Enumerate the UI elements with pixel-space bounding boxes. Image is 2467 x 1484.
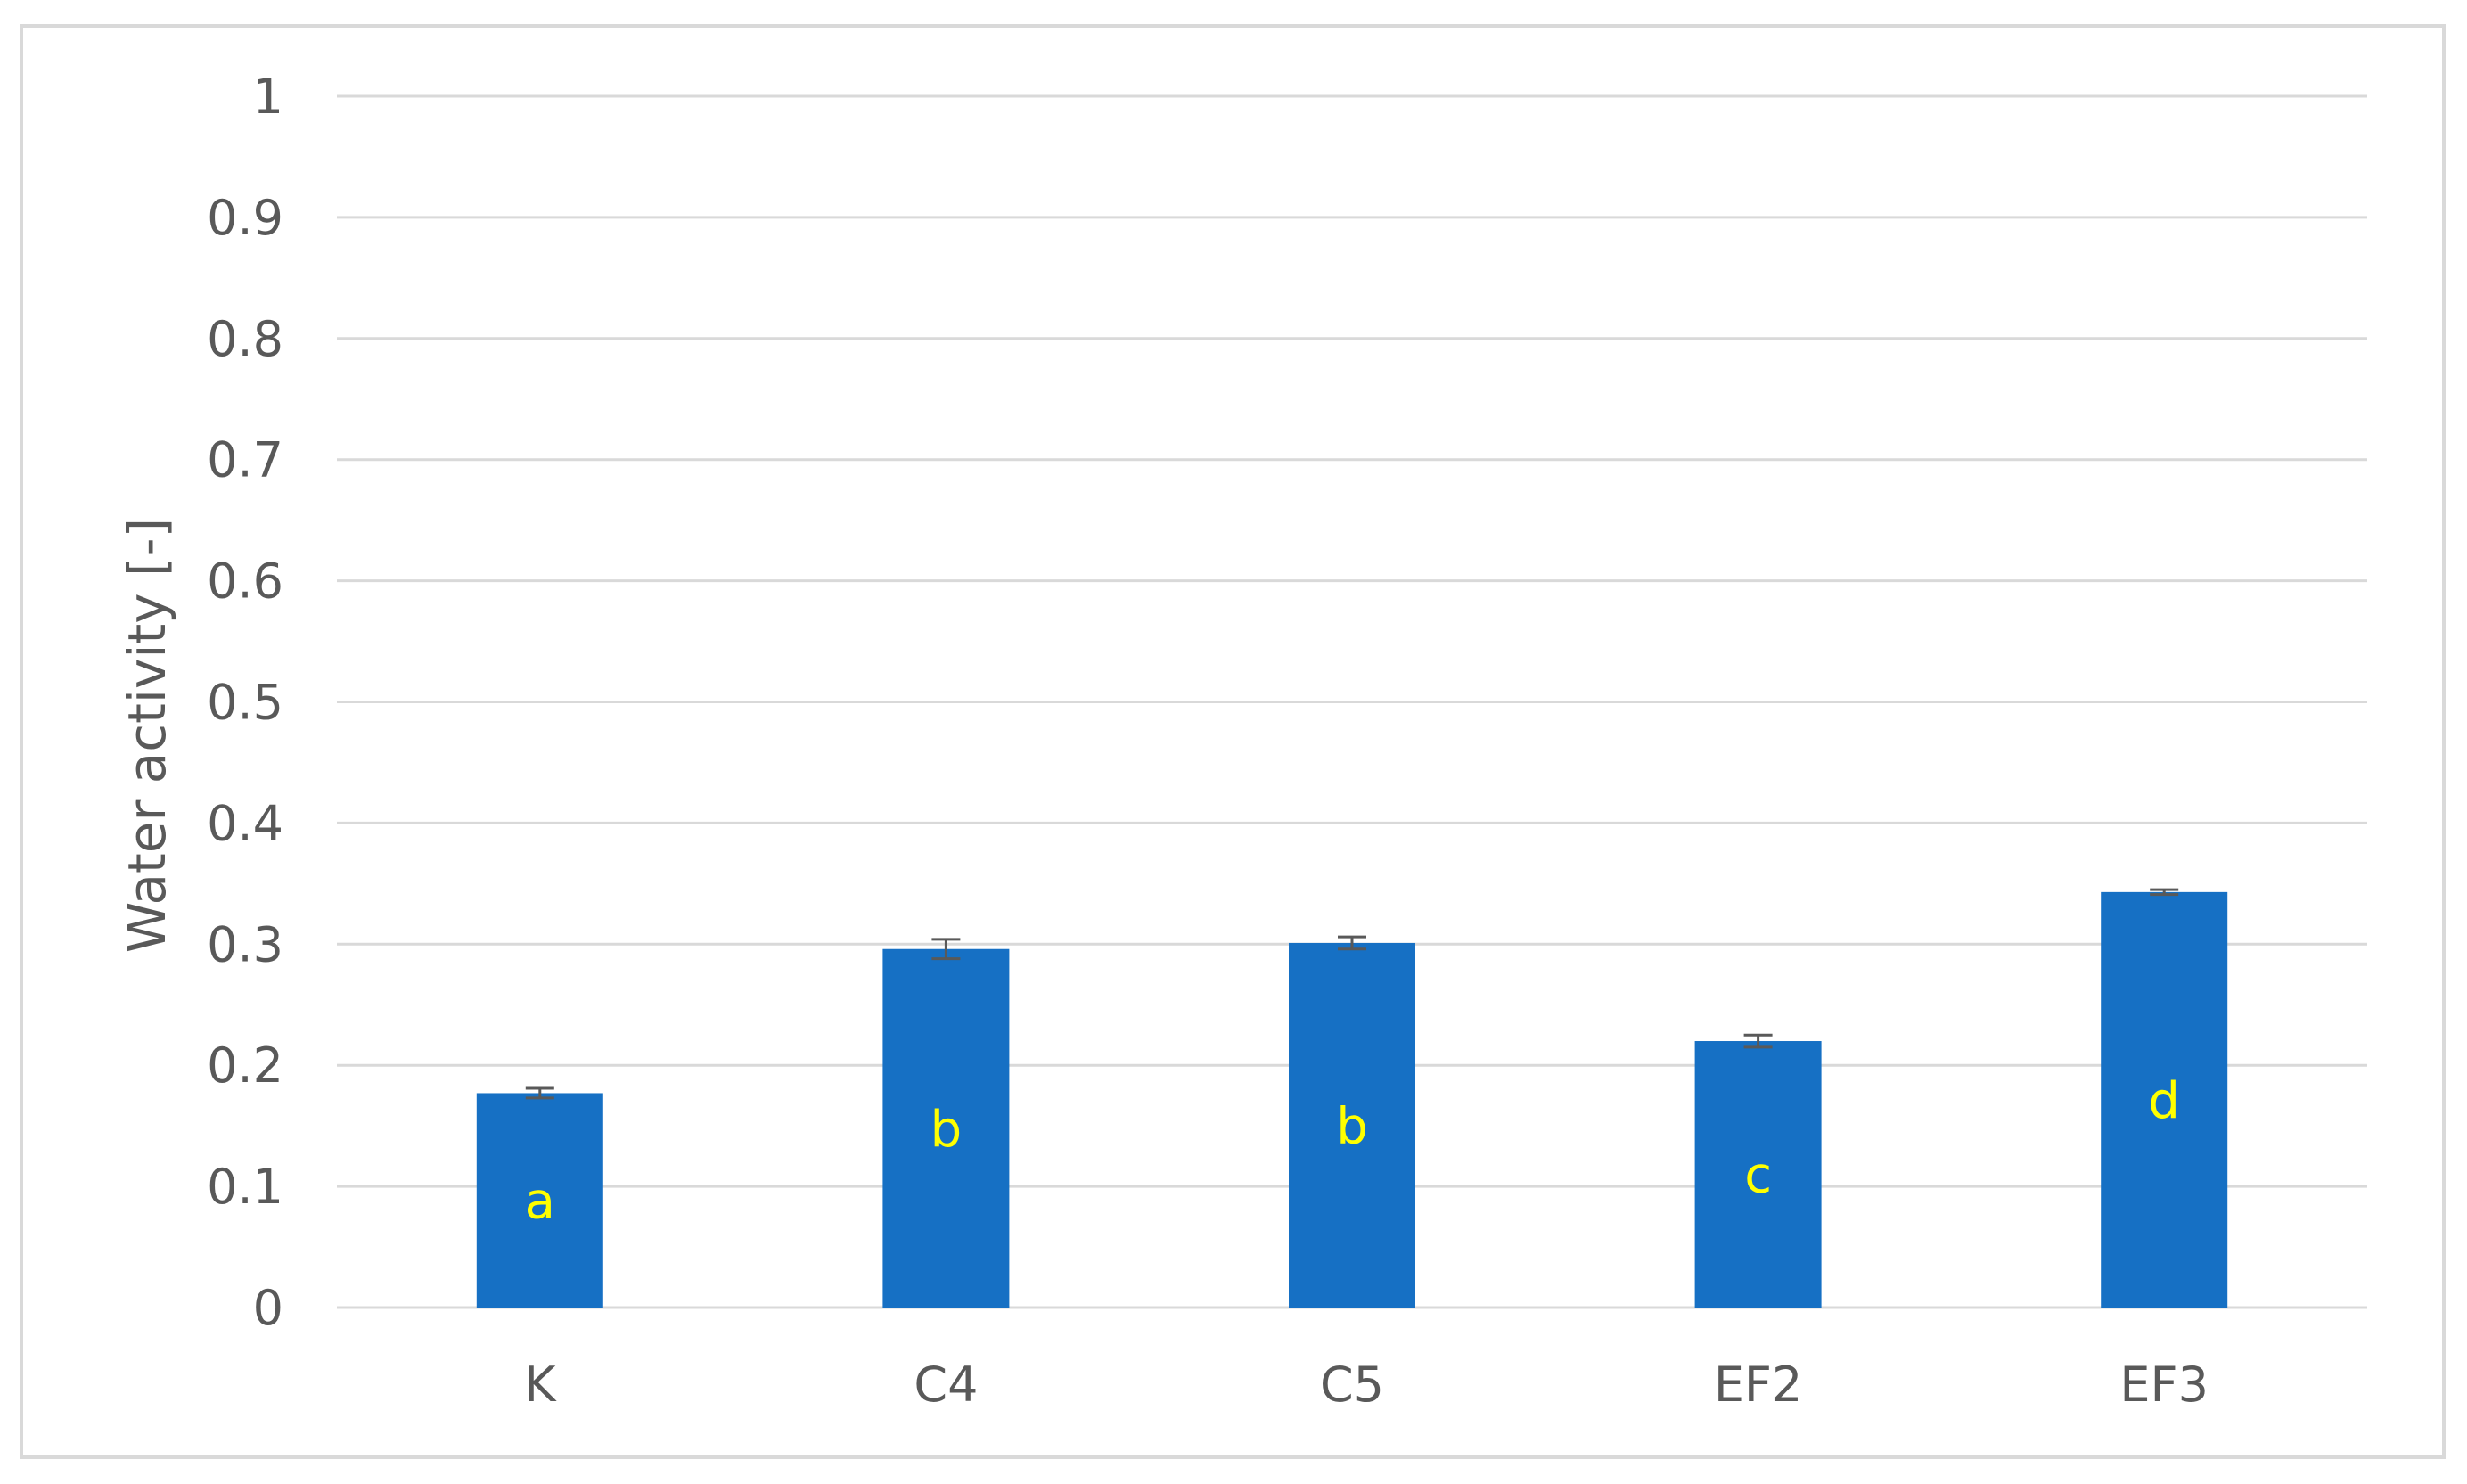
- y-tick-label: 0.7: [207, 432, 283, 488]
- chart-frame: [20, 24, 2446, 1459]
- bar-ef2: [1694, 1041, 1822, 1308]
- bar-c4: [882, 948, 1010, 1308]
- y-tick-label: 0.9: [207, 190, 283, 246]
- y-tick-label: 0.1: [207, 1159, 283, 1215]
- bar-label-c5: b: [1336, 1097, 1368, 1155]
- error-bar-ef2: [1743, 1033, 1773, 1049]
- x-tick-label-ef3: EF3: [2119, 1357, 2209, 1413]
- x-tick-label-c5: C5: [1320, 1357, 1384, 1413]
- error-bar-k: [525, 1086, 554, 1100]
- x-tick-label-k: K: [524, 1357, 557, 1413]
- bar-label-ef2: c: [1744, 1147, 1772, 1205]
- bars: [476, 891, 2228, 1308]
- error-bar-c4: [931, 938, 961, 961]
- x-tick-label-ef2: EF2: [1714, 1357, 1803, 1413]
- y-axis-title: Water activity [-]: [117, 518, 177, 953]
- error-bar-ef3: [2150, 888, 2179, 897]
- y-tick-label: 0.6: [207, 553, 283, 610]
- bar-significance-labels: a b b c d: [525, 1072, 2180, 1231]
- grid-lines: [337, 94, 2367, 1309]
- bar-label-ef3: d: [2148, 1072, 2180, 1130]
- x-axis-tick-labels: K C4 C5 EF2 EF3: [524, 1357, 2209, 1413]
- bar-ef3: [2101, 891, 2228, 1308]
- y-tick-label: 0.3: [207, 916, 283, 972]
- error-bar-c5: [1338, 935, 1366, 951]
- bar-c5: [1289, 942, 1415, 1308]
- y-tick-label: 0: [253, 1280, 283, 1336]
- y-tick-label: 0.8: [207, 311, 283, 367]
- bar-k: [476, 1093, 603, 1308]
- y-axis-tick-labels: 0 0.1 0.2 0.3 0.4 0.5 0.6 0.7 0.8 0.9 1: [207, 69, 283, 1336]
- x-tick-label-c4: C4: [914, 1357, 978, 1413]
- y-tick-label: 1: [253, 69, 283, 125]
- y-tick-label: 0.5: [207, 675, 283, 731]
- error-bars: [525, 888, 2179, 1100]
- y-tick-label: 0.4: [207, 795, 283, 851]
- y-tick-label: 0.2: [207, 1037, 283, 1094]
- bar-label-k: a: [525, 1173, 555, 1231]
- bar-label-c4: b: [930, 1101, 963, 1159]
